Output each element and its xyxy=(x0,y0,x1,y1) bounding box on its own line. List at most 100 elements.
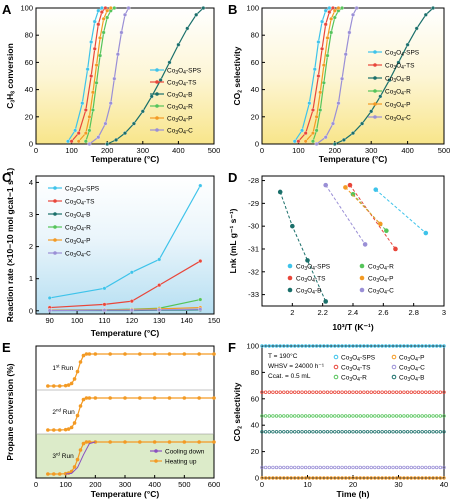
label-part: 3 xyxy=(175,70,178,76)
legend-marker xyxy=(333,354,339,360)
data-point xyxy=(303,476,308,480)
heating-point xyxy=(212,396,216,400)
data-point xyxy=(420,390,424,394)
data-point xyxy=(391,476,395,480)
label-part: 3 xyxy=(407,377,410,383)
heating-point xyxy=(69,425,74,430)
data-point xyxy=(391,414,395,418)
data-point xyxy=(296,344,301,348)
heating-point xyxy=(81,441,86,446)
y-tick-label: 60 xyxy=(251,58,259,67)
data-point xyxy=(431,465,435,470)
label-part: O xyxy=(352,374,357,381)
data-point xyxy=(347,414,352,418)
data-point xyxy=(376,414,381,418)
y-tick-label: -32 xyxy=(248,267,259,276)
data-point xyxy=(351,476,355,480)
data-point xyxy=(402,390,406,394)
y-tick-label: 60 xyxy=(251,394,259,403)
label-part: O xyxy=(396,49,401,56)
data-point xyxy=(369,109,374,114)
data-point xyxy=(391,465,395,470)
legend-label: Co3O4-SPS xyxy=(296,264,331,273)
data-point xyxy=(344,390,348,394)
label-part: 4 xyxy=(401,65,404,71)
data-point xyxy=(325,476,330,480)
label-part: O xyxy=(379,288,384,295)
label-part: O xyxy=(307,264,312,271)
cooling-line xyxy=(65,441,96,475)
data-point xyxy=(80,101,85,106)
data-point xyxy=(318,465,322,470)
heating-point xyxy=(108,396,112,400)
legend-marker xyxy=(155,116,159,120)
label-part: 4 xyxy=(81,240,84,246)
data-point xyxy=(289,465,293,470)
label-part: -C xyxy=(404,114,411,121)
data-point xyxy=(394,476,399,480)
data-point xyxy=(325,53,330,58)
data-point xyxy=(336,476,341,480)
data-point xyxy=(311,108,315,112)
data-point xyxy=(424,414,428,418)
data-point xyxy=(307,344,312,348)
data-point xyxy=(420,344,424,348)
x-tick-label: 100 xyxy=(71,316,84,325)
x-tick-label: 0 xyxy=(34,480,38,489)
label-part: 3 xyxy=(376,278,379,284)
data-point xyxy=(373,344,377,348)
label-part: -TS xyxy=(84,198,95,205)
x-tick-label: 0 xyxy=(260,480,264,489)
label-part: 3 xyxy=(175,130,178,136)
x-tick-label: 20 xyxy=(349,480,357,489)
legend-marker xyxy=(53,251,57,255)
data-point xyxy=(329,430,333,434)
data-point xyxy=(325,465,330,470)
data-point xyxy=(413,465,417,470)
data-point xyxy=(296,390,301,394)
data-point xyxy=(442,430,446,434)
data-point xyxy=(83,131,88,136)
data-point xyxy=(285,390,290,394)
label-part: -TS xyxy=(404,62,415,69)
heating-point xyxy=(167,396,172,400)
x-tick-label: 500 xyxy=(208,146,221,155)
data-point xyxy=(333,465,337,470)
data-point xyxy=(322,414,326,418)
data-point xyxy=(402,430,406,434)
data-point xyxy=(329,414,333,418)
heating-point xyxy=(52,472,56,476)
heating-point xyxy=(167,352,172,356)
data-point xyxy=(76,131,81,136)
data-point xyxy=(73,128,78,133)
fit-line xyxy=(349,184,396,250)
y-tick-label: -29 xyxy=(248,199,259,208)
data-point xyxy=(129,299,134,304)
legend-label: Co3O4-R xyxy=(341,374,367,383)
data-point xyxy=(354,430,359,434)
data-point xyxy=(435,430,439,434)
data-point xyxy=(402,414,406,418)
data-point xyxy=(409,390,413,394)
data-point xyxy=(285,465,290,470)
data-point xyxy=(398,390,403,394)
data-point xyxy=(336,430,341,434)
data-point xyxy=(198,259,203,263)
legend-marker xyxy=(287,275,293,281)
data-point xyxy=(442,414,446,418)
data-point xyxy=(292,139,297,144)
x-axis-label: Temperature (°C) xyxy=(91,154,160,164)
data-point xyxy=(376,465,381,470)
y-tick-label: -28 xyxy=(248,176,259,185)
data-point xyxy=(267,390,271,394)
data-point xyxy=(89,40,94,44)
y-tick-label: 100 xyxy=(20,4,33,13)
y-tick-label: 20 xyxy=(251,447,259,456)
data-point xyxy=(431,430,435,434)
data-point xyxy=(69,139,74,144)
data-point xyxy=(300,344,304,348)
label-part: Co xyxy=(399,364,408,371)
data-point xyxy=(402,465,406,470)
legend-marker xyxy=(391,374,397,380)
